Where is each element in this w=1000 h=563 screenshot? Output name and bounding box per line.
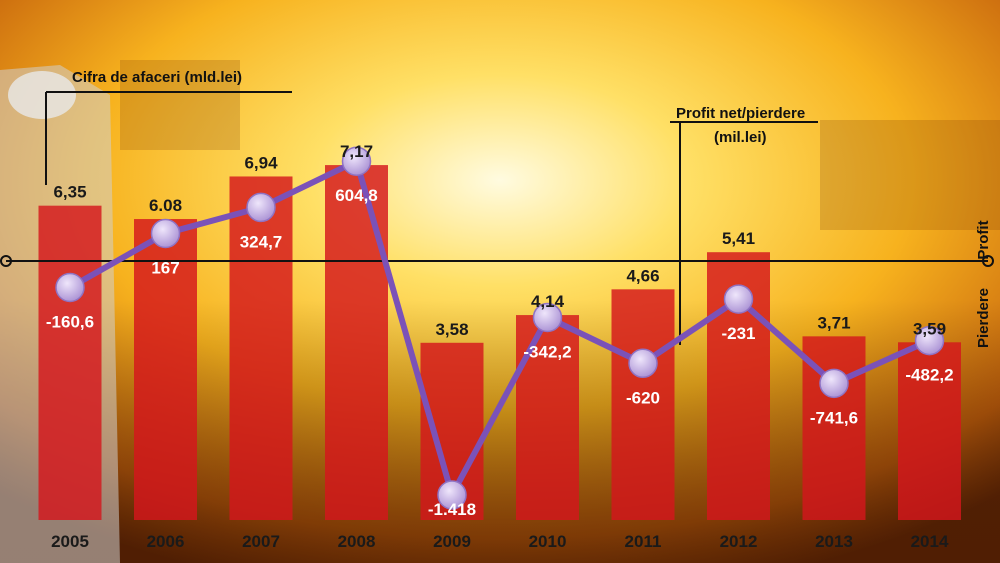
profit-point-2007: [246, 192, 276, 223]
profit-point-2009: [437, 480, 467, 510]
profit-point-2010: [532, 302, 563, 333]
x-tick-label: 2013: [815, 532, 853, 551]
profit-value-label: 167: [151, 258, 179, 277]
line-legend-unit: (mil.lei): [714, 129, 767, 146]
x-tick-label: 2006: [147, 532, 185, 551]
bar-2011: [611, 289, 675, 520]
bar-value-label: 3,71: [817, 313, 850, 332]
x-tick-label: 2009: [433, 532, 471, 551]
profit-point-2008: [341, 146, 372, 176]
profit-value-label: -482,2: [905, 366, 953, 385]
bar-2014: [898, 342, 961, 520]
bars-layer: [38, 165, 961, 521]
profit-value-label: 324,7: [240, 232, 283, 251]
bar-2006: [134, 219, 197, 521]
profit-point-2005: [55, 272, 85, 303]
bar-value-label: 3,59: [913, 319, 946, 338]
profit-point-2013: [819, 368, 849, 399]
bar-value-label: 7,17: [340, 142, 373, 161]
labels-layer: 6,35 2005 6.08 2006 6,94 2007 7,17 2008 3,58 2009…: [46, 142, 954, 551]
profit-side-label: Profit: [975, 220, 992, 259]
bar-value-label: 6.08: [149, 196, 182, 215]
profit-value-label: -620: [626, 388, 660, 407]
bar-value-label: 6,94: [244, 153, 278, 172]
bar-value-label: 4,14: [531, 292, 565, 311]
bar-value-label: 4,66: [626, 266, 659, 285]
profit-point-2012: [723, 284, 754, 314]
profit-value-label: -741,6: [810, 408, 858, 427]
profit-point-2014: [914, 325, 945, 356]
profit-value-label: -1.418: [428, 500, 476, 519]
profit-value-label: -160,6: [46, 312, 94, 331]
x-tick-label: 2012: [720, 532, 758, 551]
x-tick-label: 2008: [338, 532, 376, 551]
profit-value-label: -231: [721, 324, 755, 343]
profit-series-line: [68, 158, 931, 498]
bar-value-label: 3,58: [435, 320, 468, 339]
bar-value-label: 5,41: [722, 229, 755, 248]
guides-layer: [0, 91, 994, 345]
bar-2007: [229, 176, 293, 520]
loss-side-label: Pierdere: [975, 288, 992, 348]
x-tick-label: 2010: [529, 532, 567, 551]
zero-axis-left-marker: [0, 255, 12, 267]
x-tick-label: 2005: [51, 532, 89, 551]
bar-2005: [38, 205, 102, 521]
profit-value-label: 604,8: [335, 186, 378, 205]
profit-value-label: -342,2: [523, 342, 571, 361]
bars-legend-title: Cifra de afaceri (mld.lei): [72, 69, 242, 86]
profit-point-2006: [150, 218, 181, 249]
bar-2010: [516, 315, 579, 520]
profit-point-2011: [628, 348, 658, 379]
x-tick-label: 2011: [625, 532, 662, 551]
zero-axis-right-marker: [982, 255, 994, 267]
profit-line-layer: [55, 146, 945, 510]
x-tick-label: 2007: [242, 532, 280, 551]
bar-2008: [325, 165, 388, 520]
line-legend-title: Profit net/pierdere: [676, 105, 805, 122]
x-tick-label: 2014: [911, 532, 949, 551]
bar-value-label: 6,35: [53, 183, 86, 202]
